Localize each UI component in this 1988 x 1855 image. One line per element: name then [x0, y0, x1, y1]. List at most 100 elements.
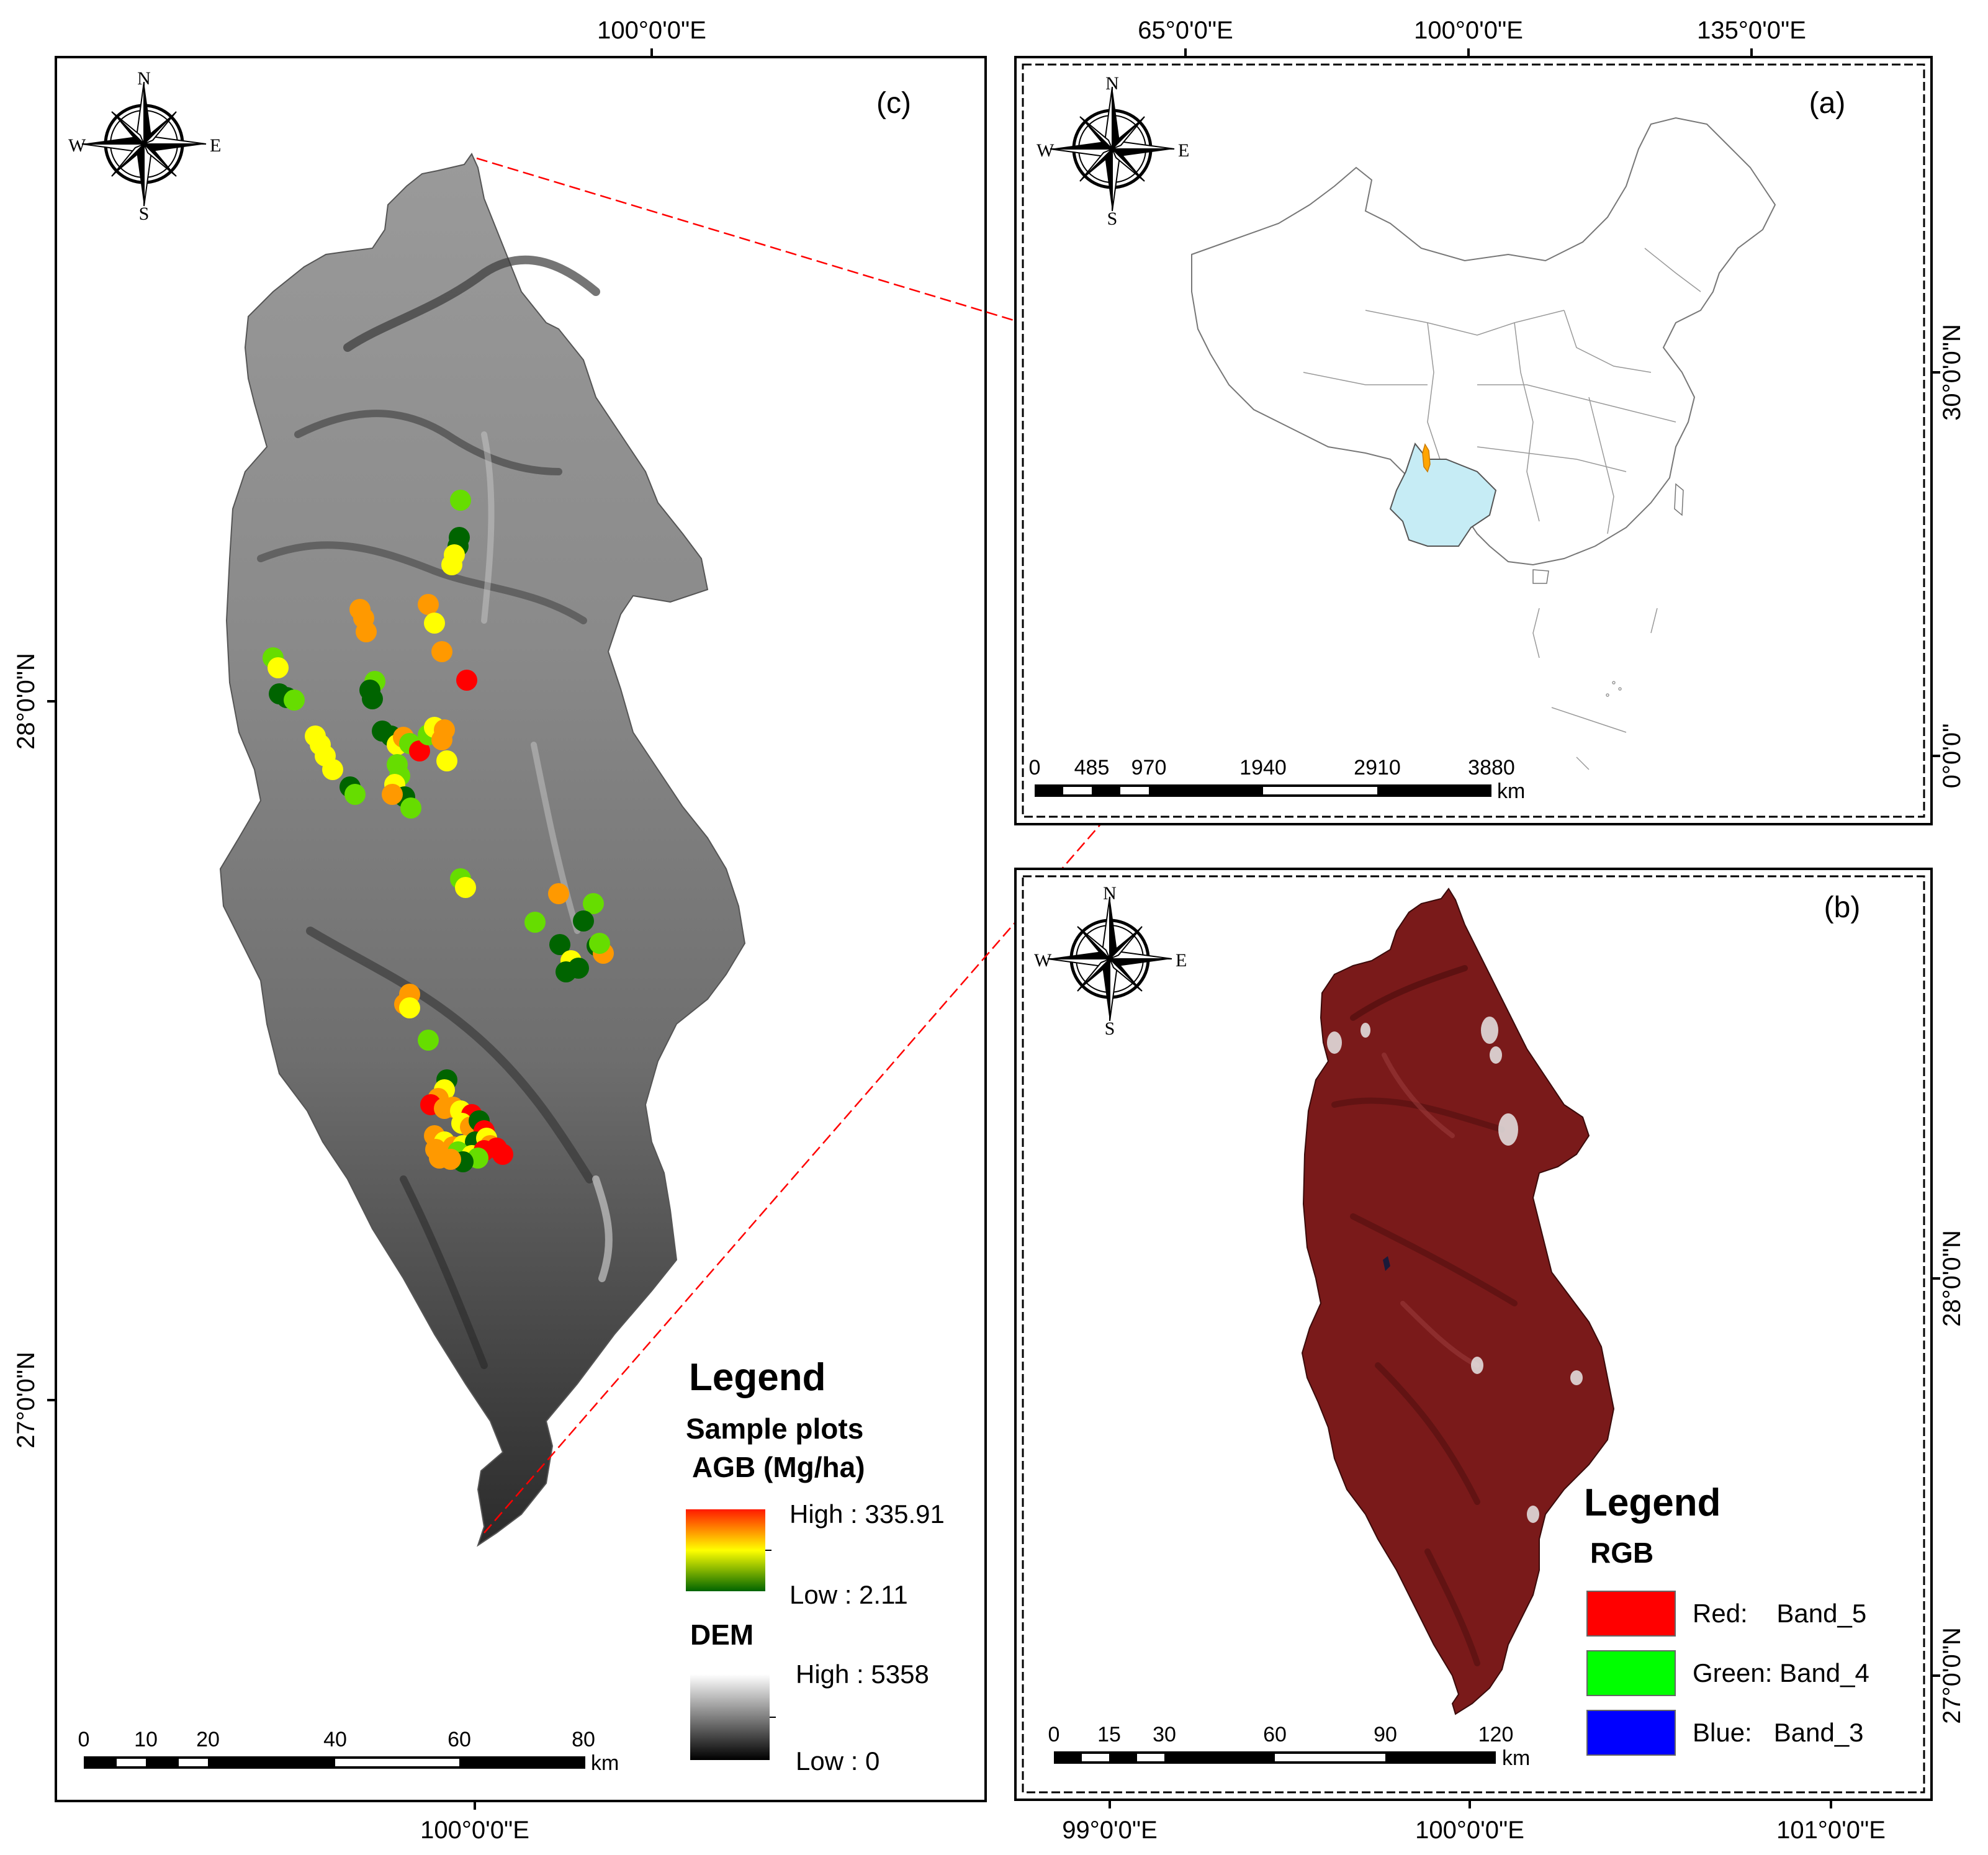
panel-b-lon-100: 100°0'0"E	[1415, 1817, 1524, 1844]
svg-text:485: 485	[1074, 756, 1110, 779]
terrain-ridges	[257, 255, 613, 1369]
sample-plot-point	[555, 961, 577, 982]
sample-plot-point	[436, 750, 457, 771]
sample-plot-point	[440, 1149, 461, 1170]
legend-c-sample-title: Sample plots	[686, 1413, 863, 1445]
svg-text:E: E	[1178, 140, 1189, 161]
panel-b-letter: (b)	[1824, 891, 1861, 924]
panel-c-top-lon: 100°0'0"E	[597, 17, 706, 44]
sample-plot-point	[322, 759, 343, 780]
blue-band-swatch	[1586, 1710, 1676, 1756]
study-area-highlight	[1422, 443, 1431, 473]
sample-plot-point	[362, 688, 383, 709]
svg-text:80: 80	[572, 1728, 595, 1751]
svg-text:2910: 2910	[1354, 756, 1401, 779]
panel-a-lon-100: 100°0'0"E	[1414, 17, 1523, 44]
svg-text:km: km	[1497, 779, 1525, 803]
legend-b-entry-green: Green: Band_4	[1586, 1650, 1869, 1696]
legend-b-entry-blue: Blue: Band_3	[1586, 1710, 1864, 1756]
sample-plot-point	[382, 784, 403, 805]
dem-low-label: Low : 0	[796, 1746, 879, 1776]
sample-plot-point	[492, 1144, 513, 1165]
sample-plot-point	[418, 1030, 439, 1051]
svg-text:90: 90	[1374, 1723, 1397, 1746]
panel-a-inner-frame	[1022, 63, 1925, 818]
svg-text:km: km	[591, 1751, 619, 1775]
legend-b-title: Legend	[1584, 1481, 1720, 1524]
svg-text:0: 0	[78, 1728, 90, 1751]
svg-text:W: W	[1037, 140, 1055, 161]
sample-plot-point	[583, 893, 604, 914]
sample-plots	[263, 490, 614, 1172]
svg-text:60: 60	[448, 1728, 471, 1751]
svg-text:S: S	[139, 204, 150, 224]
panel-b-lon-101: 101°0'0"E	[1776, 1817, 1886, 1844]
sample-plot-point	[456, 670, 477, 691]
svg-text:30: 30	[1153, 1723, 1176, 1746]
scale-bar-a: 0 485 970 1940 2910 3880 km	[1029, 756, 1526, 803]
sample-plot-point	[549, 934, 570, 955]
panel-b-lon-99: 99°0'0"E	[1062, 1817, 1158, 1844]
svg-text:E: E	[210, 135, 221, 156]
svg-text:60: 60	[1263, 1723, 1287, 1746]
green-band-swatch	[1586, 1650, 1676, 1696]
dem-color-ramp	[690, 1674, 770, 1760]
panel-c: 100°0'0"E 100°0'0"E 28°0'0"N 27°0'0"N (c…	[12, 17, 1426, 1844]
legend-c-dem-title: DEM	[690, 1619, 753, 1651]
hainan-island	[1532, 569, 1549, 584]
sample-plot-point	[450, 490, 471, 511]
panel-c-letter: (c)	[876, 87, 911, 120]
svg-text:970: 970	[1131, 756, 1167, 779]
panel-a-lon-65: 65°0'0"E	[1138, 17, 1233, 44]
sample-plot-point	[356, 621, 377, 642]
sample-plot-point	[284, 689, 305, 711]
compass-rose-c: N S E W	[68, 68, 221, 224]
svg-text:0: 0	[1029, 756, 1041, 779]
panel-b: 99°0'0"E 100°0'0"E 101°0'0"E 28°0'0"N 27…	[1014, 868, 1966, 1844]
svg-text:S: S	[1105, 1018, 1115, 1039]
lake	[1383, 1256, 1390, 1271]
sample-plot-point	[418, 594, 439, 615]
svg-text:1940: 1940	[1239, 756, 1287, 779]
sample-plot-point	[573, 910, 594, 932]
province-boundaries	[1303, 248, 1701, 534]
agb-color-ramp	[686, 1509, 765, 1591]
panel-b-lat-28: 28°0'0"N	[1938, 1230, 1966, 1327]
sample-plot-point	[409, 740, 430, 761]
agb-low-label: Low : 2.11	[789, 1580, 908, 1609]
panel-c-bottom-lon: 100°0'0"E	[420, 1817, 529, 1844]
panel-b-lat-27: 27°0'0"N	[1938, 1627, 1966, 1724]
dem-high-label: High : 5358	[796, 1660, 929, 1689]
panel-a: 65°0'0"E 100°0'0"E 135°0'0"E 30°0'0"N 0°…	[1014, 17, 1966, 825]
svg-text:40: 40	[323, 1728, 347, 1751]
legend-c-agb-title: AGB (Mg/ha)	[692, 1451, 865, 1483]
blue-band-label: Blue: Band_3	[1693, 1718, 1864, 1747]
svg-text:15: 15	[1097, 1723, 1121, 1746]
agb-high-label: High : 335.91	[789, 1499, 945, 1529]
panel-a-lon-135: 135°0'0"E	[1697, 17, 1806, 44]
svg-text:W: W	[68, 135, 86, 156]
snow-patches	[1327, 1017, 1583, 1523]
sample-plot-point	[548, 883, 569, 904]
green-band-label: Green: Band_4	[1693, 1658, 1869, 1687]
svg-text:10: 10	[134, 1728, 158, 1751]
svg-text:W: W	[1034, 950, 1052, 971]
svg-text:3880: 3880	[1468, 756, 1515, 779]
sample-plot-point	[344, 784, 366, 805]
svg-text:N: N	[1105, 73, 1119, 94]
south-sea-islands	[1532, 608, 1658, 770]
svg-text:S: S	[1107, 209, 1118, 229]
legend-b: Legend RGB Red: Band_5 Green: Band_4 Blu…	[1584, 1481, 1869, 1756]
panel-c-lat-27: 27°0'0"N	[12, 1352, 40, 1449]
sample-plot-point	[589, 933, 610, 954]
connector-line-bottom	[484, 483, 1397, 1534]
svg-text:N: N	[137, 68, 151, 89]
svg-text:km: km	[1502, 1746, 1530, 1770]
svg-text:20: 20	[196, 1728, 220, 1751]
compass-rose-a: N S E W	[1037, 73, 1189, 229]
china-outline	[1191, 117, 1776, 566]
sample-plot-point	[455, 877, 476, 898]
panel-b-inner-frame	[1022, 875, 1925, 1794]
sample-plot-point	[431, 641, 452, 662]
